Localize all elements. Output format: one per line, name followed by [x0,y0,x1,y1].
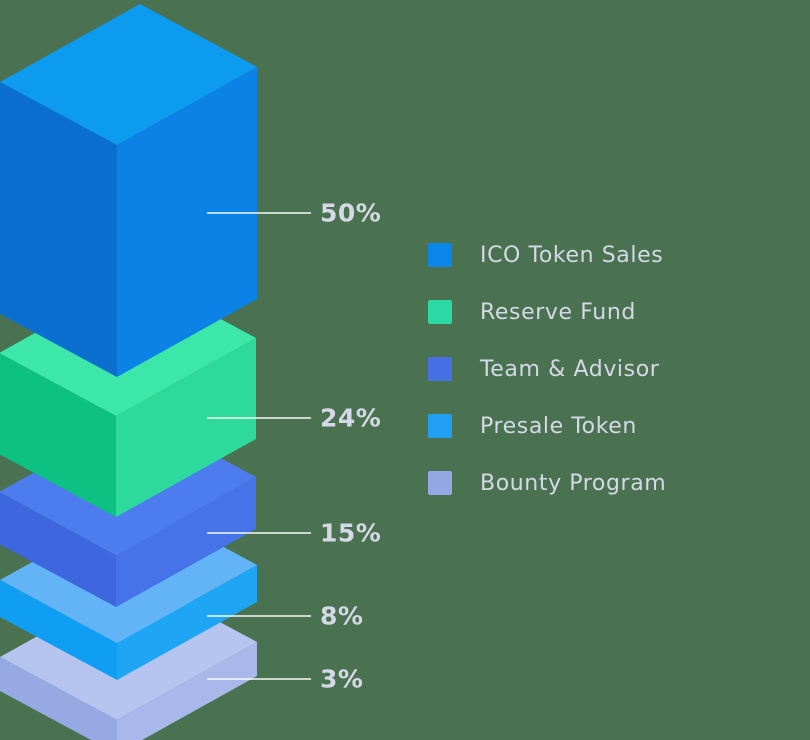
block-3-left-face [0,580,117,680]
value-label-team-advisor: 15% [320,518,382,548]
block-1-left-face [0,353,116,517]
legend-swatch-icon [428,243,452,267]
legend-item-presale-token: Presale Token [428,413,666,439]
block-0-left-face [0,82,117,377]
block-3-right-face [117,565,257,680]
legend-label: Team & Advisor [480,356,660,382]
value-label-ico-token-sales: 50% [320,198,382,228]
value-label-bounty-program: 3% [320,664,364,694]
legend-swatch-icon [428,300,452,324]
legend: ICO Token Sales Reserve Fund Team & Advi… [428,242,667,496]
block-4-left-face [0,657,117,740]
legend-item-ico-token-sales: ICO Token Sales [428,242,666,268]
block-2-left-face [0,492,116,607]
block-4-right-face [117,642,257,740]
block-0-top-face [0,4,257,145]
legend-label: Bounty Program [480,470,667,496]
value-label-presale-token: 8% [320,601,364,631]
legend-label: Reserve Fund [480,299,636,325]
block-2-right-face [116,477,256,607]
legend-swatch-icon [428,414,452,438]
block-0-right-face [117,67,257,377]
legend-label: Presale Token [480,413,637,439]
legend-swatch-icon [428,471,452,495]
legend-item-reserve-fund: Reserve Fund [428,299,666,325]
legend-swatch-icon [428,357,452,381]
legend-item-bounty-program: Bounty Program [428,470,667,496]
legend-item-team-advisor: Team & Advisor [428,356,666,382]
legend-label: ICO Token Sales [480,242,664,268]
value-label-reserve-fund: 24% [320,403,382,433]
block-1-right-face [116,338,256,517]
